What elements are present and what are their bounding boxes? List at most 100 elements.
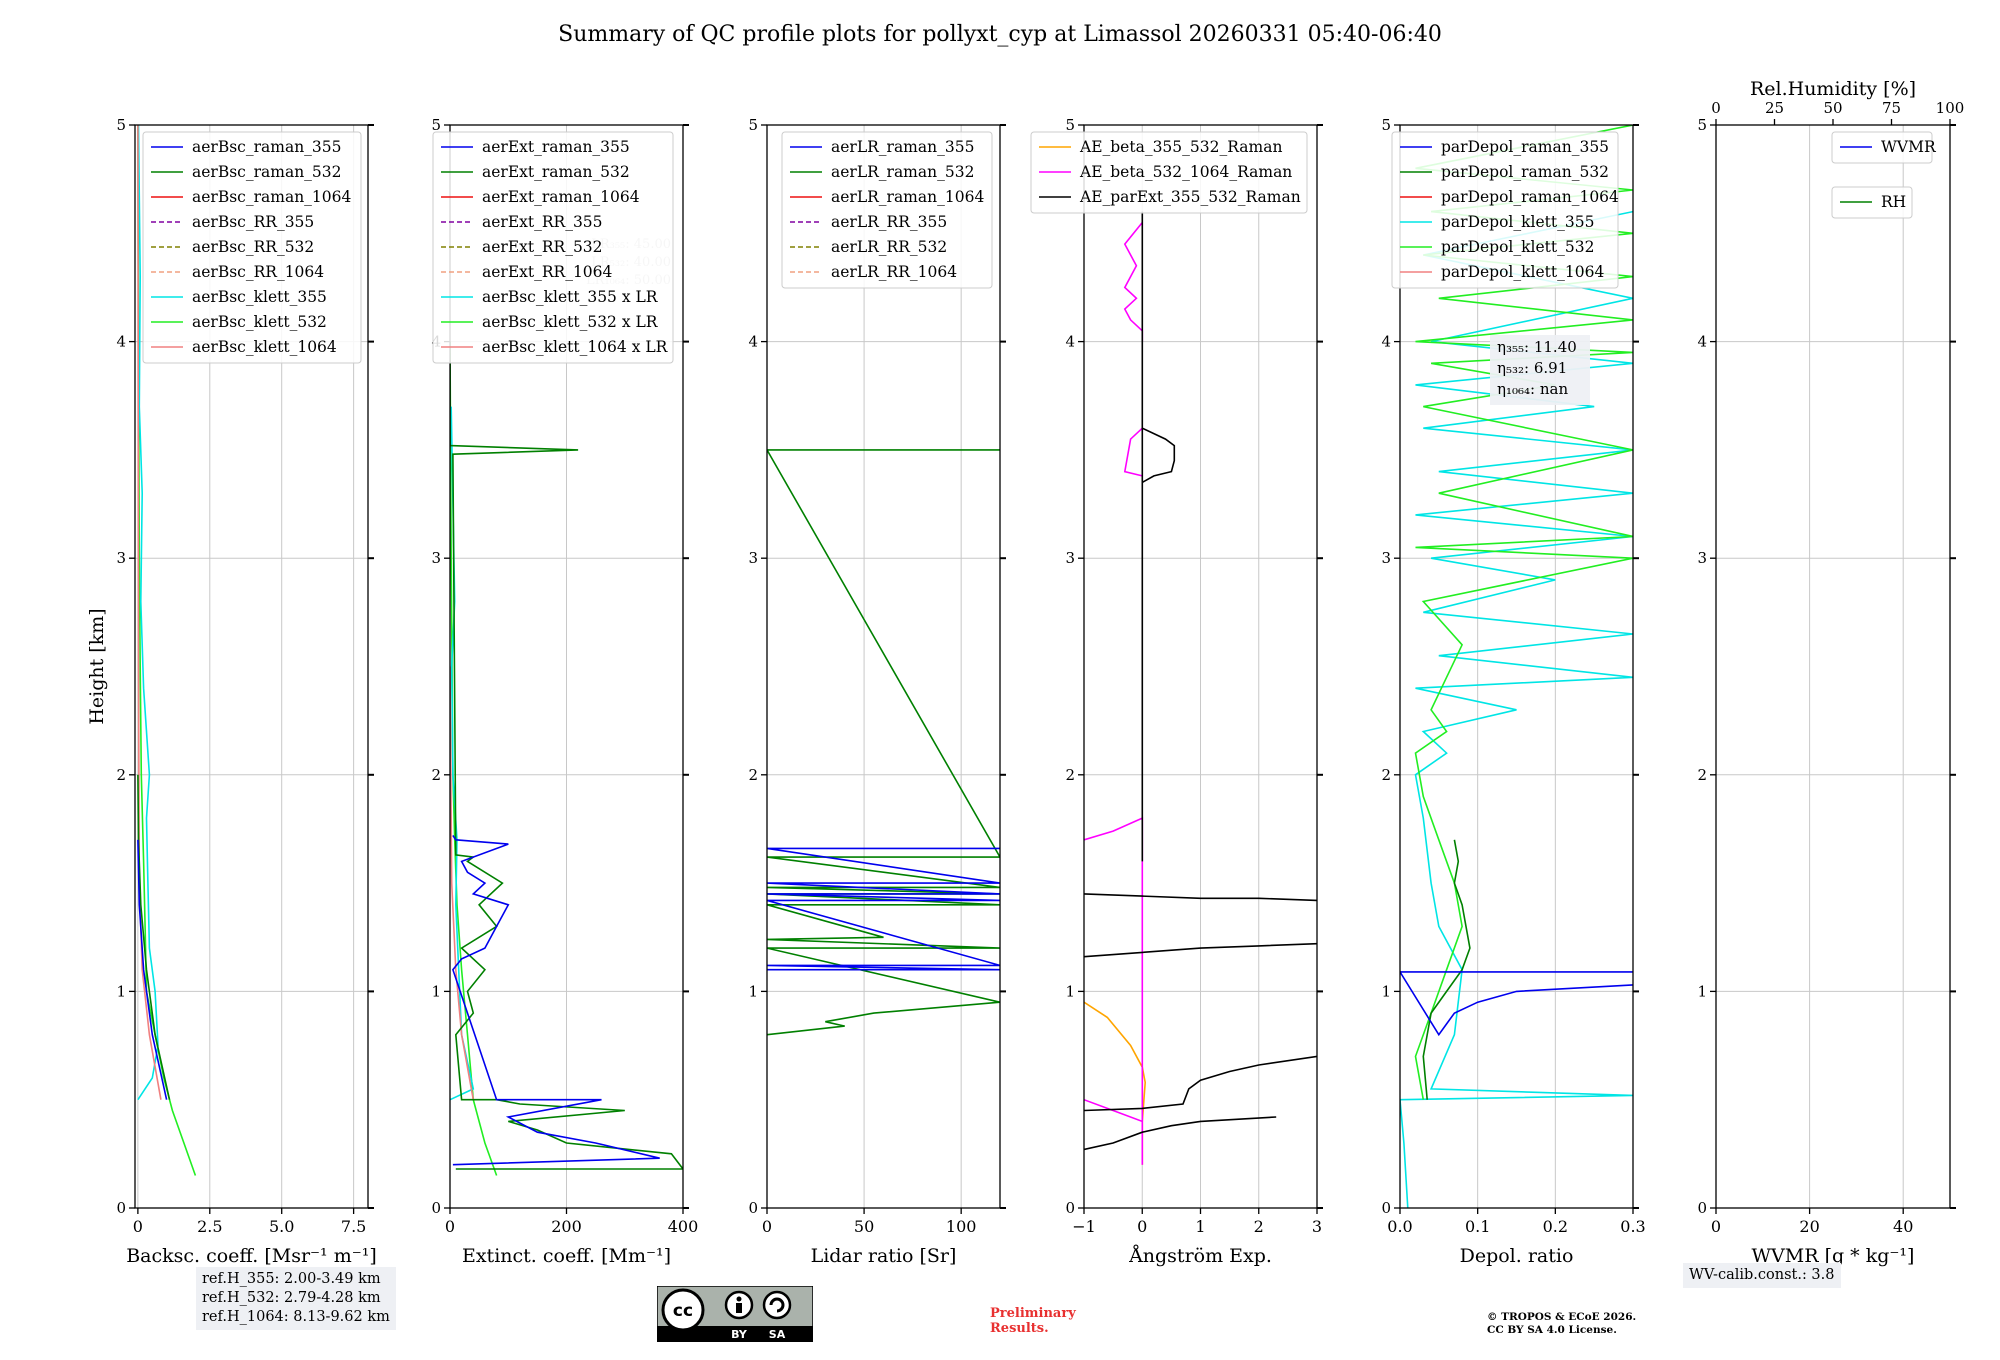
y-tick-label: 1: [116, 982, 126, 1000]
legend-label: parDepol_raman_532: [1441, 163, 1609, 181]
series-line-AE_beta_355_532_Raman: [1084, 1001, 1147, 1165]
legend-label: aerBsc_klett_355 x LR: [482, 288, 659, 306]
x2-tick-label: 75: [1882, 99, 1901, 117]
series-line-AE_beta_532_1064_Raman_c: [1123, 427, 1143, 477]
svg-text:SA: SA: [769, 1328, 786, 1341]
x-tick-label: 20: [1799, 1217, 1819, 1236]
x2-tick-label: 50: [1823, 99, 1842, 117]
legend-box: [781, 131, 993, 289]
legend-label: parDepol_raman_355: [1441, 138, 1609, 156]
legend-label: aerBsc_raman_1064: [192, 188, 352, 206]
y-axis-label: Height [km]: [86, 608, 108, 724]
legend-label: AE_beta_355_532_Raman: [1079, 138, 1282, 156]
series-line-AE_beta_532_1064_Raman_b: [1123, 221, 1144, 342]
y-tick-label: 2: [116, 766, 126, 784]
panel-bsc: 0 1 2 3 4 5 0 2.5 5.0 7.5 Backsc. coeff. [Msr⁻¹ m⁻…: [86, 116, 377, 1267]
x-tick-label: 0.2: [1543, 1217, 1568, 1236]
reference-height-box: ref.H_355: 2.00-3.49 km ref.H_532: 2.79-…: [196, 1267, 396, 1330]
series-line-AE_parExt_355_532_Raman_b: [1084, 942, 1317, 958]
y-tick-label: 3: [1381, 549, 1391, 567]
y-tick-label: 1: [1697, 982, 1707, 1000]
y-tick-label: 1: [748, 982, 758, 1000]
x-tick-label: 5.0: [269, 1217, 294, 1236]
axes-frame: [1399, 124, 1634, 1209]
panel-ext: 0123450200400Extinct. coeff. [Mm⁻¹]LR₃₅₅…: [431, 116, 698, 1267]
y-tick-label: 0: [1697, 1199, 1707, 1217]
legend-label: aerBsc_RR_532: [192, 238, 314, 256]
axes-frame: [766, 124, 1001, 1209]
y-tick-label: 0: [1381, 1199, 1391, 1217]
legend-label: AE_beta_532_1064_Raman: [1079, 163, 1292, 181]
legend-label: parDepol_klett_1064: [1441, 263, 1604, 281]
x-tick-label: 3: [1312, 1217, 1322, 1236]
y-tick-label: 1: [1065, 982, 1075, 1000]
y-tick-label: 5: [748, 116, 758, 134]
x-tick-label: −1: [1072, 1217, 1096, 1236]
y-tick-label: 4: [1697, 333, 1707, 351]
legend-label: parDepol_klett_532: [1441, 238, 1594, 256]
preliminary-note: Preliminary Results.: [990, 1306, 1076, 1336]
legend-label: aerExt_raman_532: [482, 163, 630, 181]
y-tick-label: 5: [1065, 116, 1075, 134]
x-tick-label: 1: [1195, 1217, 1205, 1236]
x2-tick-label: 0: [1711, 99, 1721, 117]
x-axis-label: Ångström Exp.: [1128, 1245, 1272, 1267]
x-tick-label: 200: [551, 1217, 582, 1236]
copyright-note: © TROPOS & ECoE 2026. CC BY SA 4.0 Licen…: [1487, 1311, 1637, 1336]
x-axis-label: Lidar ratio [Sr]: [811, 1245, 957, 1267]
y-tick-label: 4: [748, 333, 758, 351]
axes-frame: [1715, 124, 1951, 1209]
legend-label: aerExt_RR_355: [482, 213, 603, 231]
legend-label: aerBsc_klett_1064 x LR: [482, 338, 669, 356]
x-tick-label: 40: [1893, 1217, 1913, 1236]
y-tick-label: 5: [116, 116, 126, 134]
x-tick-label: 0.1: [1465, 1217, 1490, 1236]
legend-box: [432, 131, 674, 364]
y-tick-label: 1: [1381, 982, 1391, 1000]
axes-frame: [134, 124, 369, 1209]
x-tick-label: 2.5: [197, 1217, 222, 1236]
legend-label: AE_parExt_355_532_Raman: [1079, 188, 1301, 206]
legend-label: RH: [1881, 193, 1906, 211]
y-tick-label: 2: [1381, 766, 1391, 784]
figure-title: Summary of QC profile plots for pollyxt_…: [558, 22, 1442, 47]
ref-h-1064: ref.H_1064: 8.13-9.62 km: [202, 1309, 390, 1325]
legend-label: aerExt_RR_1064: [482, 263, 613, 281]
series-line-AE_parExt_355_532_Raman_e: [1084, 1116, 1277, 1151]
legend-label: aerLR_RR_532: [831, 238, 947, 256]
y-tick-label: 3: [1697, 549, 1707, 567]
x-tick-label: 2: [1254, 1217, 1264, 1236]
eta-annotation: η₅₃₂: 6.91: [1497, 359, 1567, 377]
legend-label: parDepol_raman_1064: [1441, 188, 1619, 206]
x-tick-label: 7.5: [341, 1217, 366, 1236]
x-tick-label: 50: [854, 1217, 874, 1236]
cc-text: cc: [673, 1301, 693, 1321]
y-tick-label: 0: [1065, 1199, 1075, 1217]
legend-box: [142, 131, 362, 364]
legend-label: parDepol_klett_355: [1441, 213, 1594, 231]
eta-box: [1490, 335, 1590, 405]
sa-icon: [762, 1290, 792, 1320]
series-line-aerBsc_klett_355: [137, 125, 159, 1101]
series-line-aerBsc_klett_355 x LR: [450, 406, 475, 1101]
panel-depol: 0 1 2 3 4 5 0.0 0.1 0.2 0.3 Depol. ratio η₃₅₅: 11.4…: [1381, 116, 1645, 1267]
x-tick-label: 400: [668, 1217, 699, 1236]
series-line-aerLR_raman_355: [767, 847, 1000, 971]
y-tick-label: 4: [1381, 333, 1391, 351]
series-line-AE_beta_532_1064_Raman: [1084, 816, 1144, 1165]
legend-label: aerExt_raman_1064: [482, 188, 640, 206]
x-axis-label: Backsc. coeff. [Msr⁻¹ m⁻¹]: [126, 1245, 377, 1267]
y-tick-label: 1: [431, 982, 441, 1000]
y-tick-label: 5: [1697, 116, 1707, 134]
series-line-parDepol_raman_532: [1422, 839, 1471, 1100]
eta-annotation: η₃₅₅: 11.40: [1497, 338, 1577, 356]
series-line-AE_parExt_355_532_Raman: [1141, 211, 1176, 862]
y-tick-label: 3: [431, 549, 441, 567]
y-tick-label: 3: [748, 549, 758, 567]
x-tick-label: 100: [946, 1217, 977, 1236]
x-tick-label: 0: [762, 1217, 772, 1236]
svg-text:BY: BY: [731, 1328, 748, 1341]
